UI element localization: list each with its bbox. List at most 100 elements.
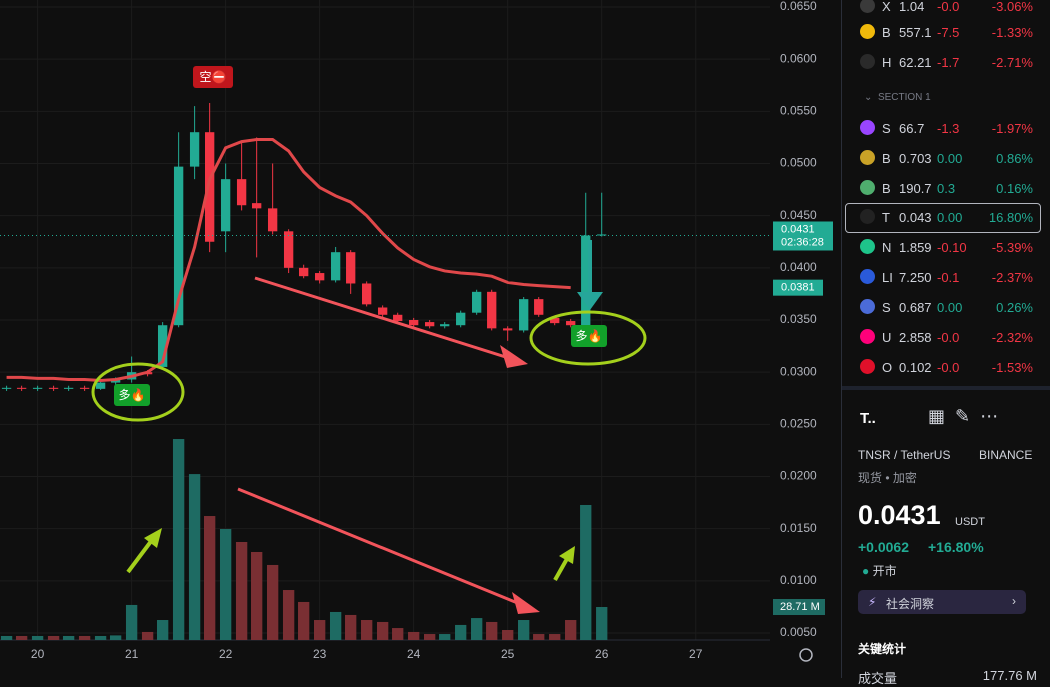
volume-bar	[565, 620, 577, 640]
percent: 0.26%	[996, 300, 1033, 315]
volume-bar	[62, 635, 75, 640]
watchlist-row[interactable]: B 0.703 0.00 0.86%	[842, 144, 1047, 172]
percent: 0.16%	[996, 181, 1033, 196]
watchlist-row[interactable]: LI 7.250 -0.1 -2.37%	[842, 263, 1047, 291]
volume-bar	[94, 635, 107, 640]
watchlist-row[interactable]: S 66.7 -1.3 -1.97%	[842, 114, 1047, 142]
signal-label: 空⛔	[200, 70, 227, 84]
volume-bar	[345, 614, 357, 640]
last-price: 7.250	[899, 270, 932, 285]
watchlist-row[interactable]: B 557.1 -7.5 -1.33%	[842, 18, 1047, 46]
volume-bar	[313, 620, 326, 640]
watchlist-row[interactable]: U 2.858 -0.0 -2.32%	[842, 323, 1047, 351]
change: 0.00	[937, 300, 963, 315]
stat-value: 177.76 M	[982, 668, 1037, 683]
volume-bar	[0, 635, 13, 640]
symbol-icon	[860, 329, 875, 344]
symbol-icon	[860, 299, 875, 314]
x-tick-label: 22	[219, 647, 233, 661]
percent: -5.39%	[991, 240, 1033, 255]
symbol-icon	[860, 359, 875, 374]
candle-body	[110, 379, 121, 383]
section-header[interactable]: ⌄ SECTION 1	[864, 92, 931, 103]
candle-body	[299, 267, 309, 277]
insight-button[interactable]: ⚡ 社会洞察 ›	[858, 590, 1026, 614]
watchlist-row[interactable]: B 190.7 0.3 0.16%	[842, 174, 1047, 202]
y-tick-label: 0.0400	[780, 260, 817, 274]
symbol: N	[882, 240, 892, 255]
watchlist-row[interactable]: N 1.859 -0.10 -5.39%	[842, 233, 1047, 261]
volume-bar	[549, 634, 561, 640]
x-tick-label: 23	[313, 647, 327, 661]
percent: -1.53%	[991, 360, 1033, 375]
settings-icon[interactable]	[799, 648, 813, 662]
price-tag	[773, 221, 833, 251]
change: 0.3	[937, 181, 956, 196]
watchlist-row[interactable]: X 1.04 -0.0 -3.06%	[842, 0, 1047, 20]
candle-body	[424, 322, 435, 327]
candle-body	[173, 166, 184, 326]
change: -0.0	[937, 0, 960, 14]
candle-body	[189, 132, 200, 167]
change: -7.5	[937, 25, 960, 40]
volume-bar	[298, 601, 310, 640]
watchlist-row[interactable]: H 62.21 -1.7 -2.71%	[842, 48, 1047, 76]
watchlist-row[interactable]: O 0.102 -0.0 -1.53%	[842, 353, 1047, 381]
highlight-circle	[529, 310, 647, 366]
candle-body	[377, 307, 388, 315]
toolbar-icons[interactable]: ▦ ✎ ⋯	[928, 406, 999, 426]
signal-label: 多🔥	[576, 329, 603, 343]
candle-body	[16, 387, 27, 389]
symbol: B	[882, 151, 891, 166]
last-price: 2.858	[899, 330, 932, 345]
candle-body	[252, 203, 262, 209]
y-tick-label: 0.0550	[780, 103, 817, 117]
change: -0.0	[937, 360, 960, 375]
x-tick-label: 25	[501, 647, 515, 661]
volume-bar	[471, 618, 483, 640]
y-tick-label: 0.0150	[780, 521, 817, 535]
symbol-icon	[860, 150, 875, 165]
symbol-icon	[860, 54, 875, 69]
watchlist-row[interactable]: T 0.043 0.00 16.80%	[842, 203, 1047, 231]
candle-body	[456, 312, 466, 326]
candle-body	[566, 321, 576, 326]
y-tick-label: 0.0200	[780, 469, 817, 483]
volume-bar	[580, 504, 592, 640]
symbol-icon	[860, 209, 875, 224]
y-tick-label: 0.0450	[780, 208, 817, 222]
pair: TNSR / TetherUS	[858, 448, 951, 462]
volume-bar	[15, 635, 28, 640]
symbol: O	[882, 360, 893, 375]
candle-body	[534, 299, 544, 315]
y-tick-label: 0.0300	[780, 364, 817, 378]
symbol-icon	[860, 0, 875, 13]
up-arrow	[126, 538, 154, 574]
last-price: 1.04	[899, 0, 925, 14]
ma-tag-text: 0.0381	[781, 282, 815, 294]
volume-bar	[361, 620, 373, 640]
symbol-icon	[860, 120, 875, 135]
section-title: SECTION 1	[877, 92, 931, 103]
signal-label: 多🔥	[119, 388, 146, 402]
y-tick-label: 0.0050	[780, 625, 817, 639]
countdown-text: 02:36:28	[781, 236, 824, 248]
currency: USDT	[955, 516, 985, 528]
candle-body	[63, 387, 74, 389]
volume-bar	[502, 630, 514, 640]
watchlist-row[interactable]: S 0.687 0.00 0.26%	[842, 293, 1047, 321]
change: 0.00	[937, 210, 963, 225]
volume-bar	[408, 631, 420, 640]
price: 0.0431	[858, 500, 941, 530]
candle-body	[550, 317, 560, 324]
candle-body	[157, 325, 168, 367]
percent: 0.86%	[996, 151, 1033, 166]
change: -0.1	[937, 270, 960, 285]
volume-tag	[773, 599, 825, 616]
volume-bar	[251, 551, 263, 640]
volume-bar	[219, 529, 232, 640]
volume-bar	[47, 635, 60, 640]
candle-body	[283, 231, 294, 268]
volume-bar	[596, 607, 608, 640]
